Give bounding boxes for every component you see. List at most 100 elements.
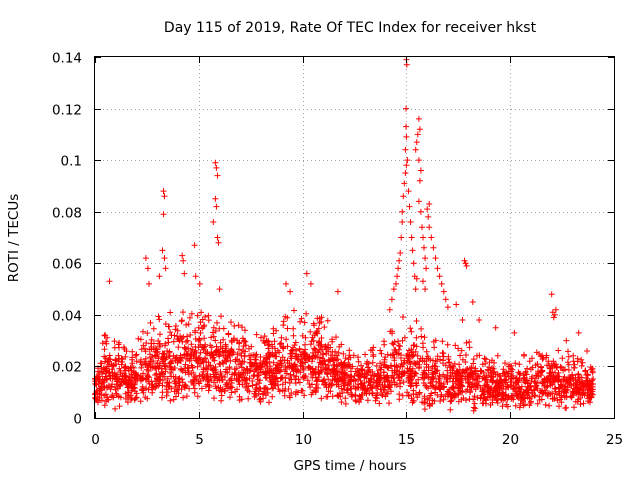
roti-point xyxy=(194,363,201,370)
roti-point xyxy=(431,369,438,375)
roti-point xyxy=(430,338,437,345)
roti-point xyxy=(277,357,284,364)
roti-point xyxy=(154,348,161,355)
roti-point xyxy=(463,339,470,346)
roti-point xyxy=(447,398,454,405)
roti-point xyxy=(236,393,243,400)
roti-point xyxy=(570,352,577,359)
roti-point xyxy=(489,365,496,371)
roti-point xyxy=(144,395,151,402)
roti-point xyxy=(142,348,149,355)
roti-point xyxy=(524,380,531,387)
roti-point xyxy=(455,398,462,405)
roti-point xyxy=(470,356,477,363)
roti-point xyxy=(317,343,324,349)
roti-point xyxy=(167,397,174,404)
roti-point xyxy=(436,273,443,280)
roti-point xyxy=(440,396,447,403)
roti-point xyxy=(183,393,190,400)
roti-point xyxy=(434,265,441,272)
roti-point xyxy=(175,390,182,397)
roti-point xyxy=(126,373,133,380)
roti-point xyxy=(342,355,349,362)
roti-point xyxy=(312,330,319,337)
roti-point xyxy=(539,367,546,374)
roti-point xyxy=(298,351,305,358)
roti-point xyxy=(444,341,451,348)
roti-point xyxy=(587,392,594,399)
roti-point xyxy=(352,397,359,404)
roti-point xyxy=(154,360,161,366)
roti-point xyxy=(218,313,224,320)
roti-point xyxy=(378,391,385,398)
roti-point xyxy=(184,368,191,374)
roti-point xyxy=(400,379,407,386)
roti-point xyxy=(502,392,509,399)
roti-point xyxy=(484,388,491,394)
roti-point xyxy=(534,361,541,368)
roti-point xyxy=(513,391,520,398)
roti-point xyxy=(338,341,345,348)
roti-point xyxy=(502,386,509,393)
roti-point xyxy=(546,402,553,409)
roti-point xyxy=(170,396,177,403)
roti-point xyxy=(123,374,130,381)
roti-point xyxy=(139,383,146,390)
roti-point xyxy=(422,286,429,293)
roti-point xyxy=(534,400,541,407)
roti-point xyxy=(322,343,329,350)
roti-point xyxy=(444,304,451,311)
roti-point xyxy=(551,395,558,402)
roti-point xyxy=(463,262,470,269)
roti-point xyxy=(491,368,498,375)
roti-point xyxy=(533,372,540,379)
roti-point xyxy=(269,393,276,400)
roti-point xyxy=(270,359,277,366)
roti-point xyxy=(122,390,129,397)
roti-point xyxy=(162,366,169,373)
y-tick-label: 0.08 xyxy=(52,206,82,222)
roti-point xyxy=(298,315,305,322)
roti-point xyxy=(405,188,412,195)
roti-point xyxy=(263,354,270,361)
roti-point xyxy=(325,356,332,363)
roti-point xyxy=(182,361,189,368)
roti-point xyxy=(249,378,256,384)
roti-point xyxy=(449,369,456,376)
roti-point xyxy=(242,327,248,334)
roti-point xyxy=(318,395,325,402)
roti-point xyxy=(406,203,413,210)
roti-point xyxy=(265,338,272,345)
y-tick-labels: 0 0.02 0.04 0.06 0.08 0.1 0.12 0.14 xyxy=(52,51,82,428)
roti-point xyxy=(167,369,174,376)
roti-point xyxy=(389,340,396,347)
roti-point xyxy=(440,353,447,360)
roti-point xyxy=(266,399,272,406)
roti-point xyxy=(174,386,181,393)
roti-point xyxy=(386,400,392,407)
roti-point xyxy=(232,356,239,363)
roti-point xyxy=(403,105,409,112)
roti-point xyxy=(179,379,186,386)
roti-point xyxy=(101,392,108,399)
roti-point xyxy=(95,373,102,380)
roti-point xyxy=(445,356,452,363)
roti-point xyxy=(140,342,147,349)
roti-point xyxy=(412,348,419,355)
roti-point xyxy=(285,386,292,392)
roti-point xyxy=(512,402,519,409)
roti-point xyxy=(425,213,432,220)
roti-point xyxy=(589,377,595,384)
roti-point xyxy=(416,389,423,396)
roti-point xyxy=(381,379,388,385)
roti-point xyxy=(377,347,384,354)
roti-point xyxy=(227,357,234,364)
roti-point xyxy=(565,353,572,360)
roti-point xyxy=(288,390,295,396)
roti-point xyxy=(469,299,476,305)
roti-point xyxy=(202,313,209,320)
roti-point xyxy=(176,382,183,389)
roti-point xyxy=(296,379,303,386)
roti-point xyxy=(377,360,384,367)
roti-point xyxy=(272,365,279,372)
